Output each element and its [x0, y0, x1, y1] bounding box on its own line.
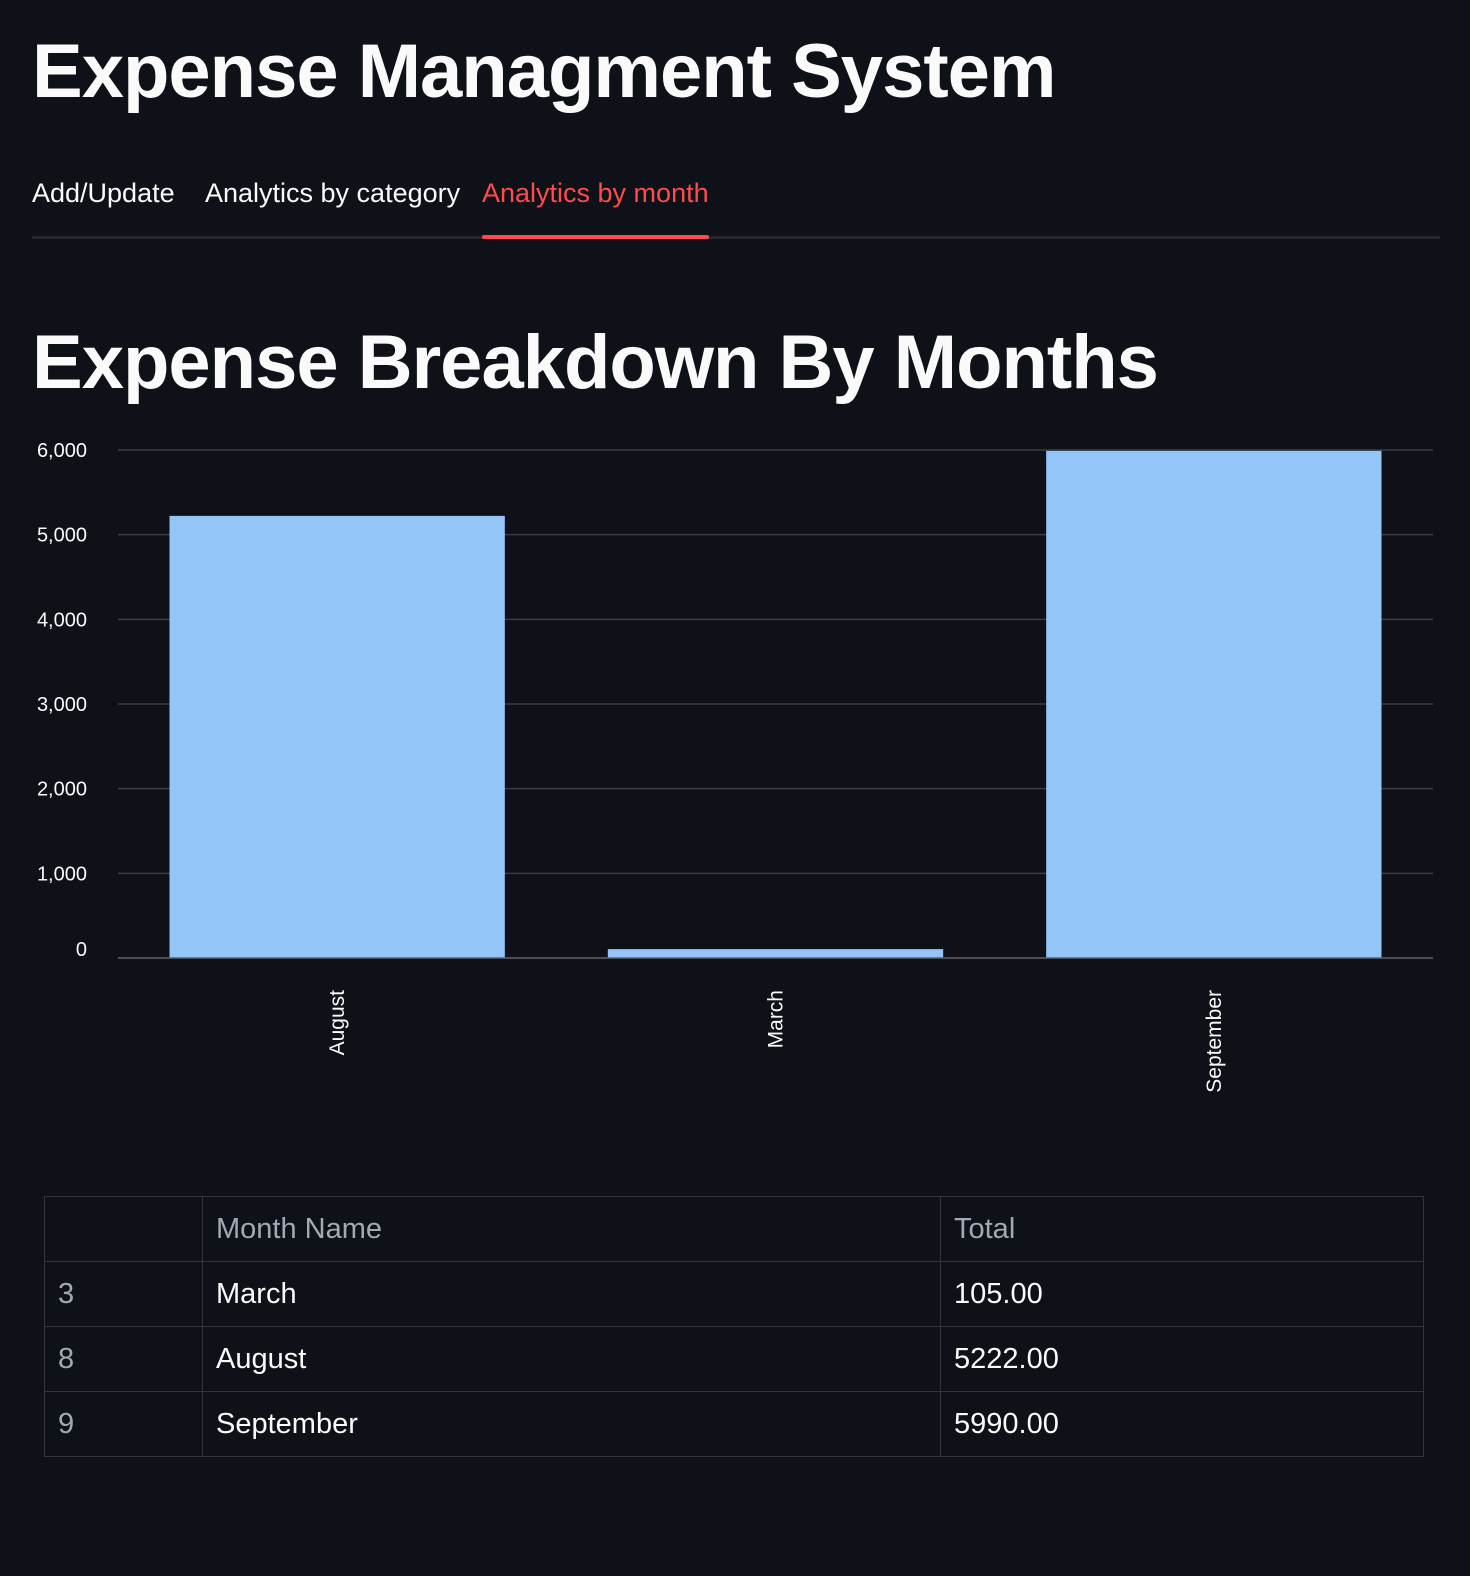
row-index: 8 [44, 1326, 203, 1392]
expense-bar-chart: 0 1,000 2,000 3,000 4,000 5,000 6,000 August Mar… [0, 420, 1470, 1140]
total-cell[interactable]: 5990.00 [940, 1391, 1424, 1457]
y-tick-label: 3,000 [37, 694, 87, 716]
bar-march[interactable] [607, 949, 944, 958]
y-tick-label: 4,000 [37, 609, 87, 631]
total-cell[interactable]: 5222.00 [940, 1326, 1424, 1392]
tab-bar: Add/Update Analytics by category Analyti… [32, 170, 1440, 239]
index-column-header [44, 1196, 203, 1262]
bar-august[interactable] [169, 515, 505, 958]
y-tick-label: 2,000 [37, 779, 87, 801]
y-tick-label: 1,000 [37, 863, 87, 885]
y-tick-label: 6,000 [37, 440, 87, 462]
month-cell[interactable]: March [202, 1261, 941, 1327]
app-title: Expense Managment System [32, 29, 1056, 114]
tab-add-update[interactable]: Add/Update [32, 178, 175, 208]
table-row: 3 March 105.00 [44, 1261, 1424, 1327]
total-column-header[interactable]: Total [940, 1196, 1424, 1262]
monthly-expense-table: Month Name Total 3 March 105.00 8 August… [44, 1196, 1424, 1457]
x-tick-label: March [765, 990, 788, 1048]
tab-analytics-by-category[interactable]: Analytics by category [205, 178, 461, 208]
table-row: 8 August 5222.00 [44, 1326, 1424, 1392]
table-row: 9 September 5990.00 [44, 1391, 1424, 1457]
month-cell[interactable]: August [202, 1326, 941, 1392]
table-header-row: Month Name Total [44, 1196, 1424, 1262]
row-index: 3 [44, 1261, 203, 1327]
x-tick-label: September [1203, 990, 1226, 1093]
bar-chart-svg: 0 1,000 2,000 3,000 4,000 5,000 6,000 August Mar… [37, 440, 1433, 1093]
y-tick-label: 5,000 [37, 525, 87, 547]
tab-analytics-by-month[interactable]: Analytics by month [482, 170, 709, 239]
row-index: 9 [44, 1391, 203, 1457]
month-cell[interactable]: September [202, 1391, 941, 1457]
month-name-column-header[interactable]: Month Name [202, 1196, 941, 1262]
bar-september[interactable] [1046, 450, 1382, 958]
total-cell[interactable]: 105.00 [940, 1261, 1424, 1327]
x-tick-label: August [326, 990, 349, 1056]
y-tick-label: 0 [76, 939, 87, 961]
section-title: Expense Breakdown By Months [32, 320, 1159, 405]
